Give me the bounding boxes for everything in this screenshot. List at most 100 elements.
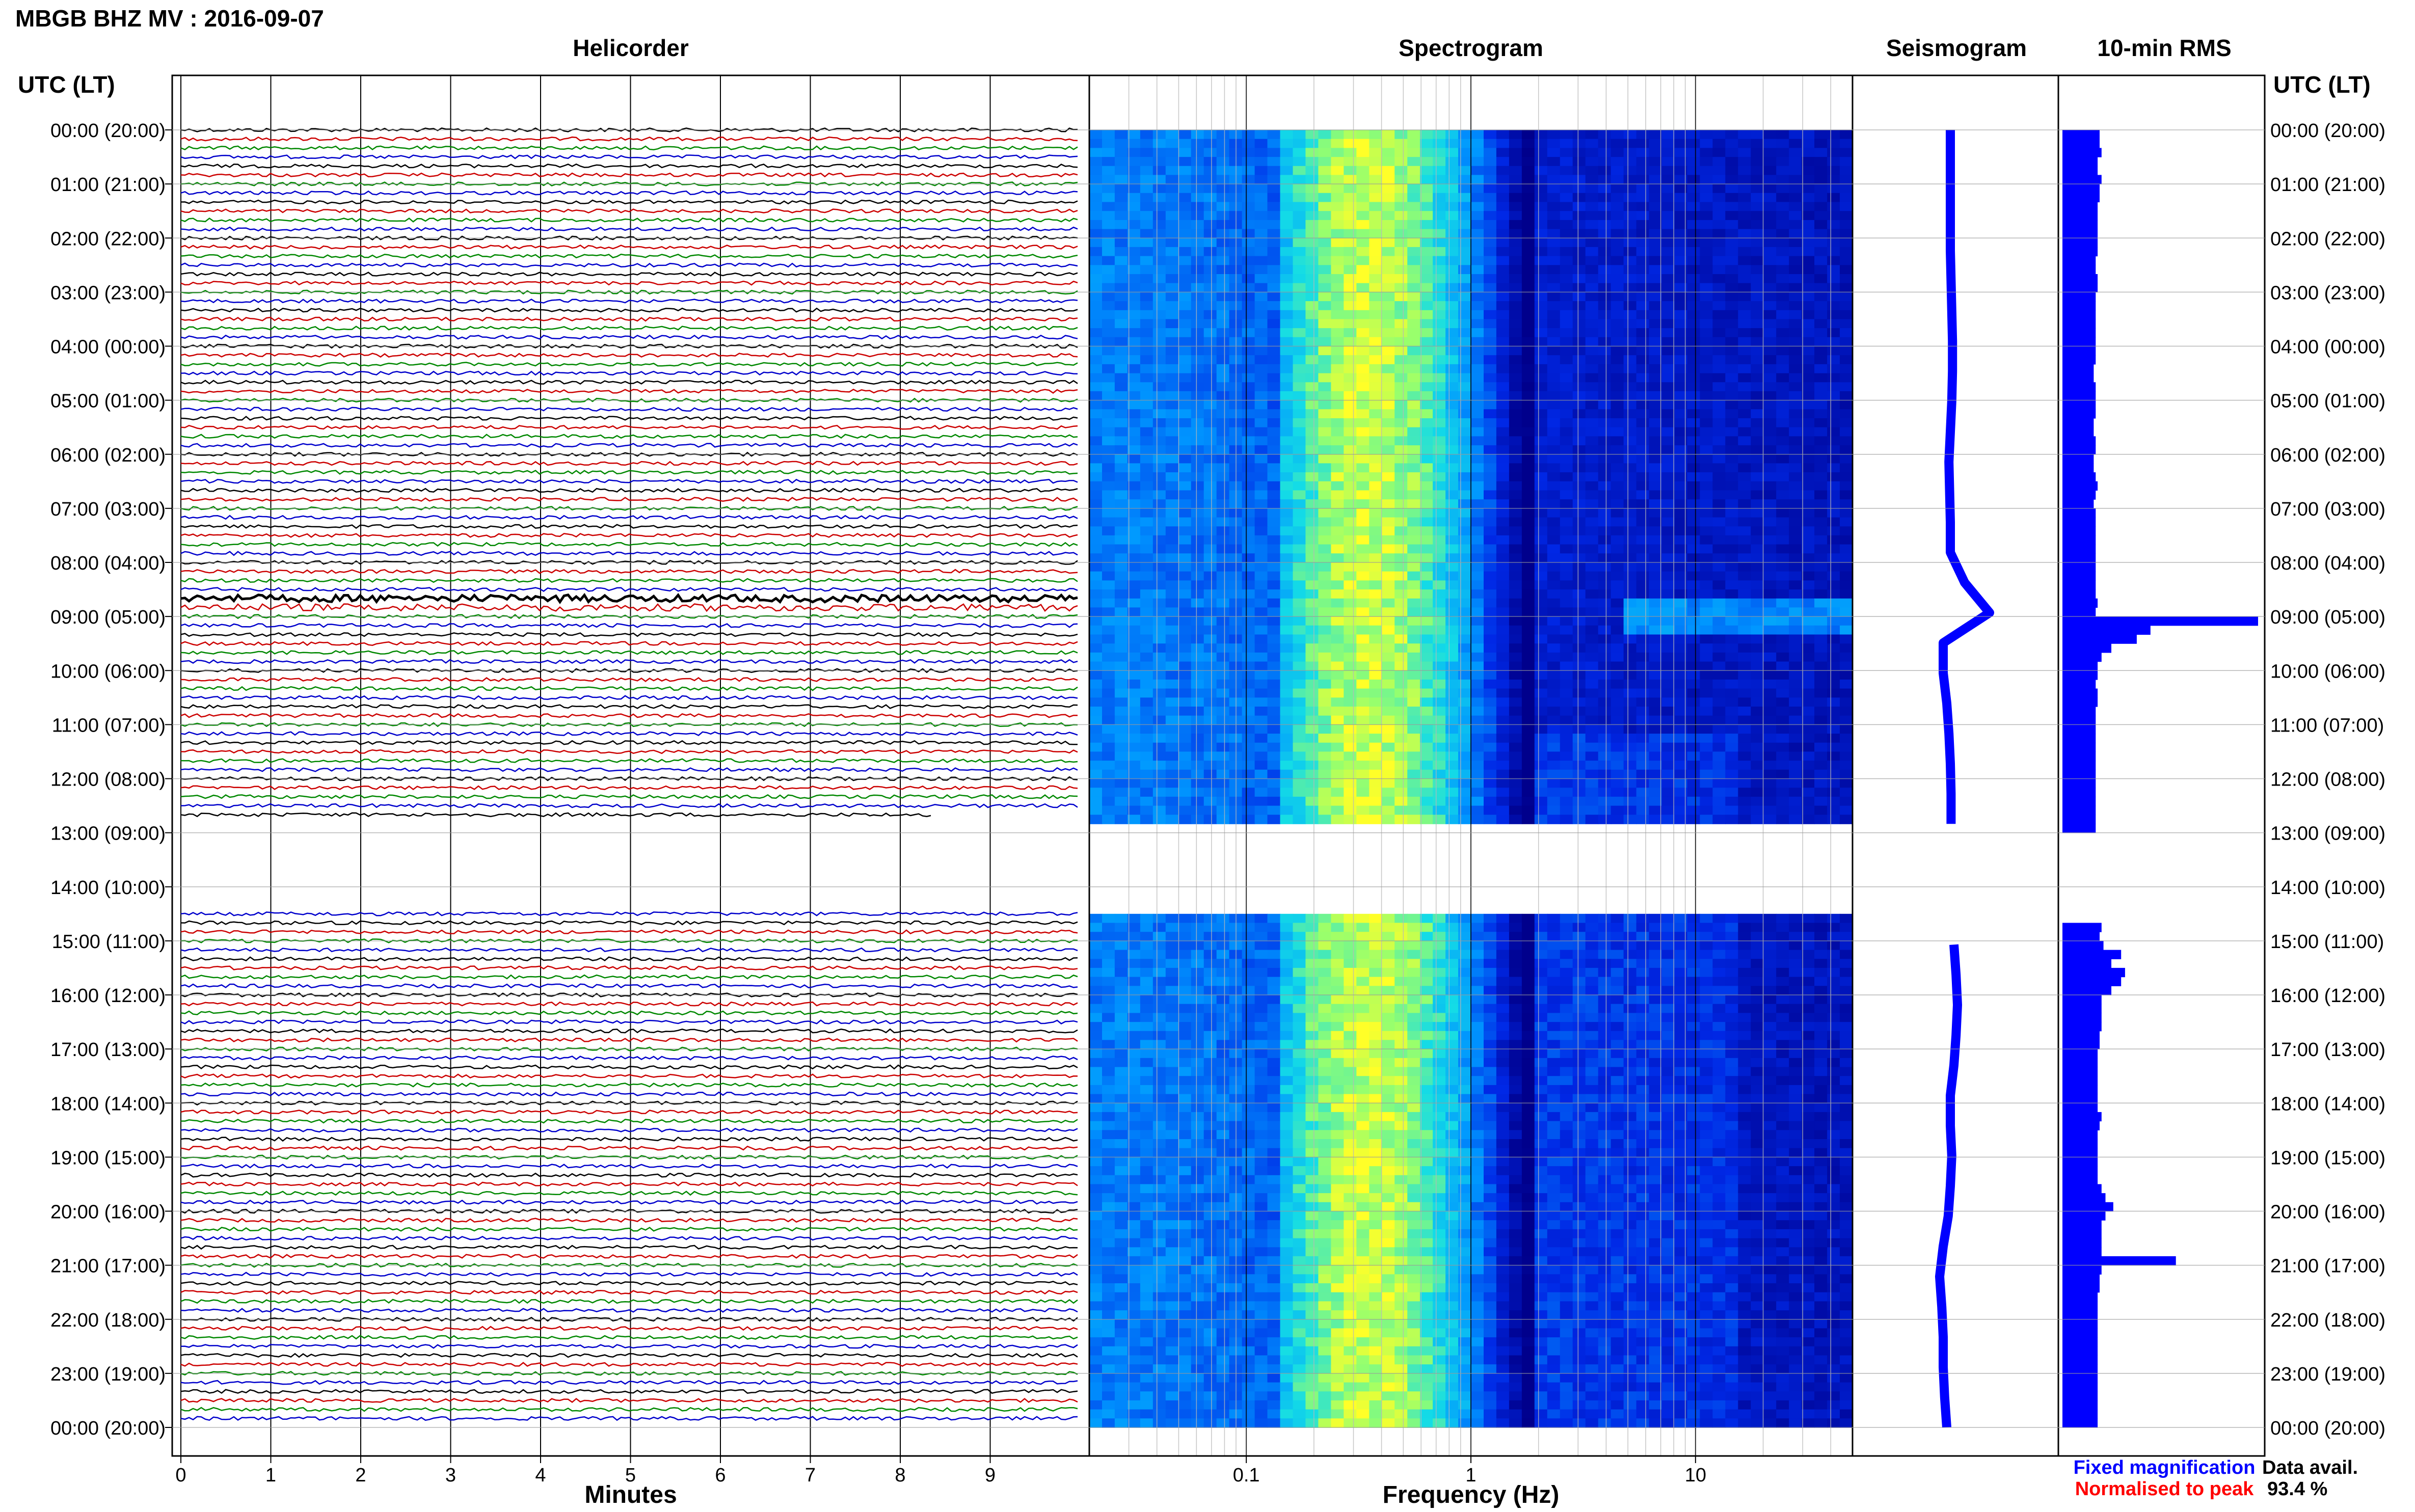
spectrogram-cell <box>1636 292 1650 302</box>
spectrogram-cell <box>1700 229 1713 239</box>
spectrogram-cell <box>1255 779 1268 789</box>
spectrogram-cell <box>1573 220 1586 230</box>
spectrogram-cell <box>1382 274 1395 284</box>
spectrogram-cell <box>1268 643 1281 653</box>
spectrogram-cell <box>1814 193 1828 203</box>
spectrogram-cell <box>1496 535 1510 545</box>
spectrogram-cell <box>1305 355 1319 365</box>
spectrogram-cell <box>1611 247 1624 257</box>
spectrogram-cell <box>1420 697 1433 707</box>
spectrogram-cell <box>1280 355 1294 365</box>
spectrogram-cell <box>1611 481 1624 491</box>
spectrogram-cell <box>1153 265 1166 275</box>
spectrogram-cell <box>1700 788 1713 797</box>
spectrogram-cell <box>1687 400 1700 410</box>
spectrogram-cell <box>1115 283 1128 293</box>
spectrogram-cell <box>1407 382 1420 392</box>
spectrogram-cell <box>1624 166 1637 176</box>
spectrogram-cell <box>1407 175 1420 184</box>
spectrogram-cell <box>1789 202 1802 212</box>
spectrogram-cell <box>1369 157 1382 167</box>
spectrogram-cell <box>1789 743 1802 752</box>
spectrogram-cell <box>1280 337 1294 347</box>
spectrogram-cell <box>1649 491 1662 500</box>
spectrogram-cell <box>1394 436 1408 446</box>
spectrogram-cell <box>1725 157 1738 167</box>
spectrogram-cell <box>1217 382 1230 392</box>
spectrogram-cell <box>1140 815 1153 824</box>
spectrogram-cell <box>1776 589 1789 599</box>
spectrogram-cell <box>1153 562 1166 572</box>
spectrogram-cell <box>1649 292 1662 302</box>
spectrogram-cell <box>1445 797 1459 806</box>
spectrogram-cell <box>1344 770 1357 779</box>
spectrogram-cell <box>1089 166 1103 176</box>
spectrogram-cell <box>1445 626 1459 635</box>
spectrogram-cell <box>1586 734 1599 743</box>
spectrogram-cell <box>1700 518 1713 527</box>
spectrogram-cell <box>1178 580 1192 590</box>
spectrogram-cell <box>1204 400 1217 410</box>
spectrogram-cell <box>1725 130 1738 140</box>
spectrogram-cell <box>1573 247 1586 257</box>
spectrogram-cell <box>1407 734 1420 743</box>
spectrogram-cell <box>1433 716 1446 725</box>
spectrogram-cell <box>1128 653 1141 662</box>
spectrogram-cell <box>1305 635 1319 644</box>
spectrogram-cell <box>1217 707 1230 716</box>
spectrogram-cell <box>1318 265 1331 275</box>
spectrogram-cell <box>1738 806 1751 816</box>
spectrogram-cell <box>1356 535 1370 545</box>
spectrogram-cell <box>1763 301 1777 311</box>
spectrogram-cell <box>1344 751 1357 761</box>
spectrogram-cell <box>1382 743 1395 752</box>
spectrogram-cell <box>1802 535 1815 545</box>
spectrogram-cell <box>1700 697 1713 707</box>
spectrogram-cell <box>1178 148 1192 157</box>
spectrogram-cell <box>1802 283 1815 293</box>
spectrogram-cell <box>1738 427 1751 437</box>
spectrogram-cell <box>1420 283 1433 293</box>
spectrogram-cell <box>1611 418 1624 428</box>
spectrogram-cell <box>1649 670 1662 680</box>
spectrogram-cell <box>1344 599 1357 608</box>
spectrogram-cell <box>1356 707 1370 716</box>
spectrogram-cell <box>1407 310 1420 320</box>
spectrogram-cell <box>1344 391 1357 401</box>
spectrogram-cell <box>1369 815 1382 824</box>
spectrogram-cell <box>1115 734 1128 743</box>
spectrogram-cell <box>1305 427 1319 437</box>
spectrogram-cell <box>1649 274 1662 284</box>
spectrogram-cell <box>1280 680 1294 689</box>
spectrogram-cell <box>1089 310 1103 320</box>
spectrogram-cell <box>1089 499 1103 509</box>
spectrogram-cell <box>1115 914 1128 924</box>
spectrogram-cell <box>1751 761 1764 770</box>
spectrogram-cell <box>1356 256 1370 265</box>
spectrogram-cell <box>1089 770 1103 779</box>
spectrogram-cell <box>1535 211 1548 221</box>
spectrogram-cell <box>1598 220 1612 230</box>
spectrogram-cell <box>1814 157 1828 167</box>
spectrogram-cell <box>1458 148 1471 157</box>
spectrogram-cell <box>1293 229 1306 239</box>
spectrogram-cell <box>1115 491 1128 500</box>
spectrogram-cell <box>1573 670 1586 680</box>
spectrogram-cell <box>1598 445 1612 455</box>
spectrogram-cell <box>1725 770 1738 779</box>
spectrogram-cell <box>1407 283 1420 293</box>
spectrogram-cell <box>1089 283 1103 293</box>
spectrogram-cell <box>1140 751 1153 761</box>
spectrogram-cell <box>1433 518 1446 527</box>
spectrogram-cell <box>1725 607 1738 617</box>
spectrogram-cell <box>1725 184 1738 194</box>
spectrogram-cell <box>1255 599 1268 608</box>
spectrogram-cell <box>1433 670 1446 680</box>
spectrogram-cell <box>1776 427 1789 437</box>
spectrogram-cell <box>1089 788 1103 797</box>
spectrogram-cell <box>1496 445 1510 455</box>
spectrogram-cell <box>1662 337 1675 347</box>
spectrogram-cell <box>1649 445 1662 455</box>
spectrogram-cell <box>1407 472 1420 482</box>
